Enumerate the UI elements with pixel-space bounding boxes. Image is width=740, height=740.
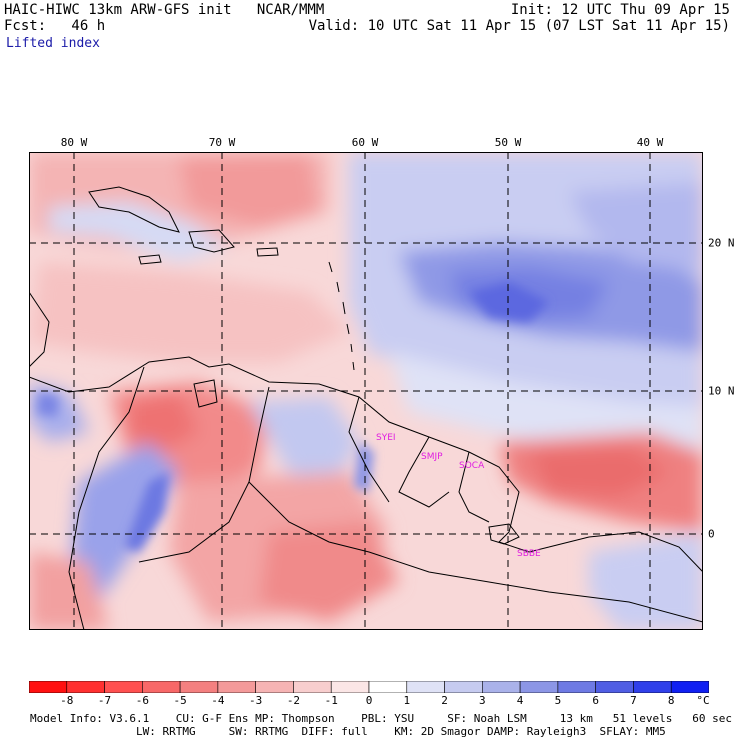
colorbar-box [406,681,445,693]
colorbar-box [330,681,370,693]
colorbar-tick-label: -8 [60,694,74,707]
colorbar-tick-label: 4 [516,694,524,707]
colorbar-box [519,681,559,693]
colorbar-tick-label: 8 [667,694,675,707]
colorbar-box [368,681,408,693]
lon-label: 70 W [208,136,236,149]
station-label: SYEI [376,433,396,443]
coastlines [29,186,703,630]
station-label: SOCA [459,461,485,471]
colorbar-box [670,681,709,693]
colorbar-tick-label: -3 [249,694,263,707]
forecast-hour: Fcst: 46 h [4,18,106,34]
station-label: SMJP [421,452,443,462]
colorbar-box [293,681,332,693]
lat-label: 0 [708,527,715,541]
colorbar-tick-label: 7 [630,694,637,707]
shading-layer [29,152,703,630]
lon-label: 60 W [351,136,379,149]
colorbar [29,681,709,693]
colorbar-box [142,681,181,693]
colorbar-tick-label: 1 [403,694,411,707]
valid-time: Valid: 10 UTC Sat 11 Apr 15 (07 LST Sat … [308,18,730,34]
colorbar-box [444,681,483,693]
colorbar-box [595,681,634,693]
colorbar-unit: °C [696,694,710,707]
field-name: Lifted index [6,36,100,51]
colorbar-tick-label: 2 [441,694,448,707]
colorbar-box [633,681,672,693]
model-info-line2: LW: RRTMG SW: RRTMG DIFF: full KM: 2D Sm… [30,725,666,738]
colorbar-tick-label: -6 [135,694,149,707]
colorbar-tick-label: -1 [324,694,338,707]
lat-label: 20 N [708,236,735,250]
colorbar-tick-label: 3 [479,694,486,707]
colorbar-box [179,681,219,693]
colorbar-tick-label: 6 [592,694,599,707]
colorbar-box [104,681,143,693]
colorbar-box [255,681,294,693]
colorbar-box [217,681,256,693]
map-frame [29,152,703,630]
lat-label: 10 N [708,384,735,398]
colorbar-tick-label: 0 [365,694,373,707]
station-label: SBBE [517,549,541,559]
colorbar-box [29,681,68,693]
colorbar-box [482,681,521,693]
init-time: Init: 12 UTC Thu 09 Apr 15 [510,2,730,18]
lon-label: 50 W [494,136,522,149]
lon-label: 40 W [636,136,664,149]
lifted-index-map: SYEI SMJP SOCA SBBE [29,152,703,630]
model-info-line1: Model Info: V3.6.1 CU: G-F Ens MP: Thomp… [30,712,732,725]
colorbar-tick-label: -7 [97,694,112,707]
plot-title: HAIC-HIWC 13km ARW-GFS init NCAR/MMM [4,2,325,18]
colorbar-box [66,681,105,693]
graticule [29,152,703,630]
colorbar-tick-label: -4 [211,694,225,707]
colorbar-tick-label: 5 [554,694,562,707]
colorbar-box [557,681,596,693]
colorbar-tick-label: -2 [286,694,301,707]
colorbar-tick-label: -5 [173,694,187,707]
lon-label: 80 W [60,136,88,149]
